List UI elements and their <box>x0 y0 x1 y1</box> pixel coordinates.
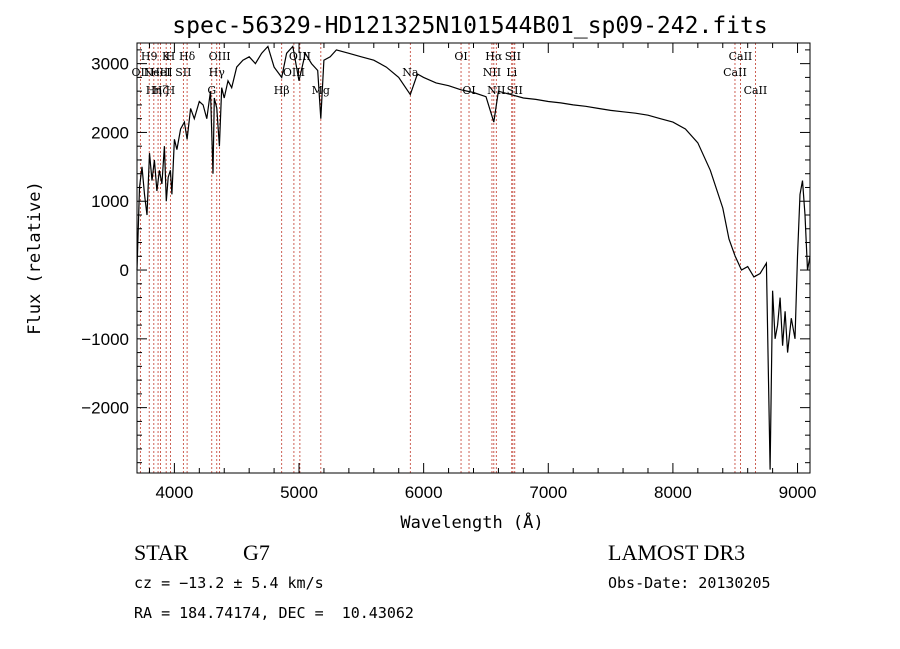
y-tick-label: 2000 <box>91 123 129 142</box>
line-label: CaII <box>729 50 753 63</box>
redshift-text: cz = −13.2 ± 5.4 km/s <box>134 574 324 592</box>
line-label: Li <box>506 66 517 79</box>
line-label: Hδ <box>179 50 196 63</box>
line-label: Hγ <box>209 66 226 79</box>
line-label: Hβ <box>274 84 290 97</box>
line-markers <box>139 43 756 473</box>
x-axis-label: Wavelength (Å) <box>400 511 543 533</box>
plot-frame <box>136 42 811 474</box>
line-label: OIII <box>283 66 305 79</box>
line-label: CaII <box>723 66 747 79</box>
object-subclass: G7 <box>243 540 270 565</box>
y-tick-label: 0 <box>120 261 129 280</box>
y-tick-label: 1000 <box>91 192 129 211</box>
line-label: NII <box>483 66 501 79</box>
line-label: OII <box>132 66 150 79</box>
line-label: SII <box>507 84 523 97</box>
line-label: SII <box>505 50 521 63</box>
object-class: STAR <box>134 540 189 565</box>
line-label: Hα <box>485 50 503 63</box>
chart-title: spec-56329-HD121325N101544B01_sp09-242.f… <box>172 13 767 39</box>
line-label: CaII <box>744 84 768 97</box>
line-label: Na <box>402 66 419 79</box>
line-label: H <box>166 84 176 97</box>
line-label: NeIII <box>143 66 172 79</box>
line-label: Mg <box>312 84 330 97</box>
line-label: OI <box>462 84 475 97</box>
coordinates-text: RA = 184.74174, DEC = 10.43062 <box>134 604 414 622</box>
line-label: G <box>207 84 216 97</box>
x-tick-label: 7000 <box>529 483 567 502</box>
x-tick-label: 9000 <box>779 483 817 502</box>
line-label: SII <box>175 66 191 79</box>
line-label: K <box>162 50 171 63</box>
line-label: Hη <box>146 84 162 97</box>
y-axis: −2000 −1000 0 1000 2000 3000 <box>81 49 810 464</box>
survey-name: LAMOST DR3 <box>608 540 746 565</box>
line-label: OIII <box>209 50 231 63</box>
line-label: H <box>166 50 176 63</box>
y-tick-label: 3000 <box>91 55 129 74</box>
line-labels: OIIH9HηNeIIIHζHeIKHHSIIHδGHγOIIIHβOIIIOI… <box>132 50 768 97</box>
x-tick-label: 4000 <box>155 483 193 502</box>
x-tick-label: 5000 <box>280 483 318 502</box>
line-label: OI <box>454 50 467 63</box>
line-label: H9 <box>141 50 158 63</box>
y-tick-label: −2000 <box>81 399 129 418</box>
line-label: HeI <box>150 66 170 79</box>
y-tick-label: −1000 <box>81 330 129 349</box>
spectrum-line <box>136 45 811 470</box>
line-label: NII <box>487 84 505 97</box>
line-label: Hζ <box>153 84 169 97</box>
y-axis-label: Flux (relative) <box>25 181 45 335</box>
x-tick-label: 8000 <box>654 483 692 502</box>
x-axis: 4000 5000 6000 7000 8000 9000 <box>148 43 817 502</box>
observation-date: Obs-Date: 20130205 <box>608 574 771 592</box>
x-tick-label: 6000 <box>405 483 443 502</box>
